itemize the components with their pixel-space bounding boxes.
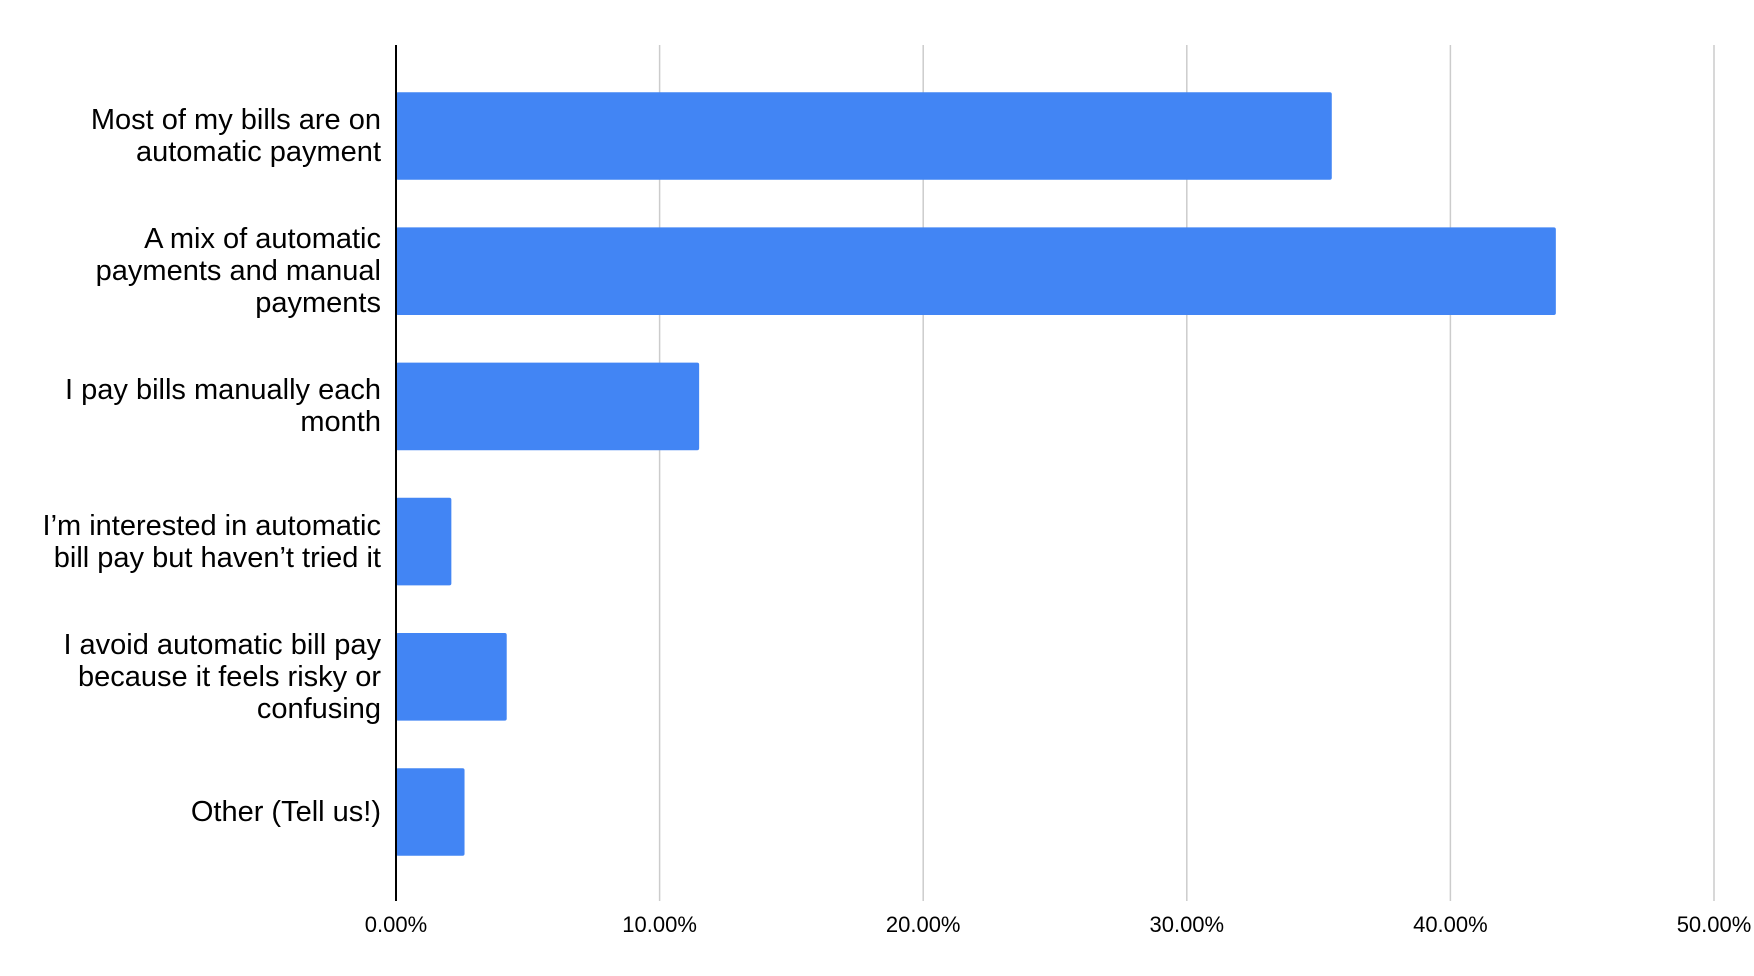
bar — [396, 768, 465, 856]
x-tick-label: 10.00% — [622, 912, 697, 937]
bar — [396, 92, 1332, 180]
x-tick-label: 40.00% — [1413, 912, 1488, 937]
x-tick-label: 20.00% — [886, 912, 961, 937]
bar — [396, 633, 507, 721]
bar — [396, 227, 1556, 315]
y-tick-label: I avoid automatic bill pay because it fe… — [63, 628, 381, 725]
y-tick-label: I pay bills manually each month — [65, 374, 381, 439]
x-tick-label: 50.00% — [1677, 912, 1752, 937]
y-tick-label: Other (Tell us!) — [190, 796, 381, 828]
x-tick-label: 30.00% — [1149, 912, 1224, 937]
bar — [396, 497, 452, 586]
y-tick-label: I’m interested in automatic bill pay but… — [42, 509, 381, 574]
bar — [396, 362, 700, 451]
y-tick-label: Most of my bills are on automatic paymen… — [90, 104, 381, 168]
x-tick-label: 0.00% — [365, 912, 427, 937]
y-tick-label: A mix of automatic payments and manual p… — [95, 223, 381, 320]
